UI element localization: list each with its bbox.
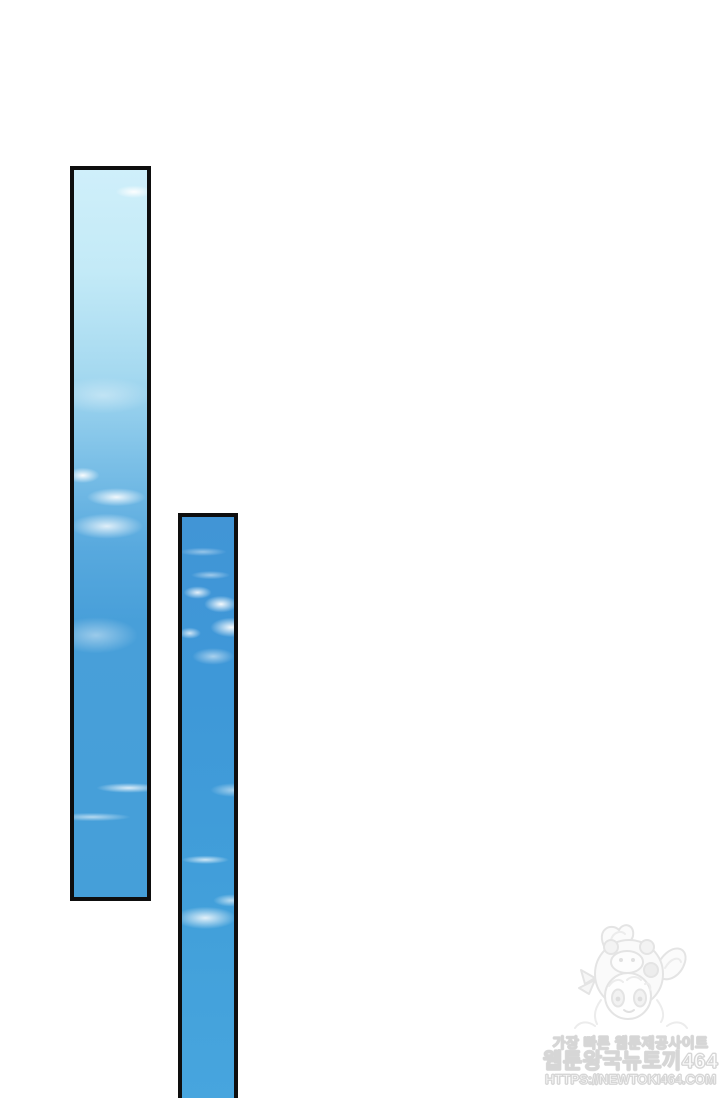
- watermark-site-name: 웹툰왕국뉴토끼464: [542, 1049, 719, 1073]
- sky-artwork-tall: [74, 170, 147, 897]
- sky-artwork-lower: [182, 517, 234, 1098]
- watermark-tagline: 가장 빠른 웹툰제공사이트: [552, 1034, 709, 1051]
- comic-panel-sky-lower: [178, 513, 238, 1098]
- site-watermark: 가장 빠른 웹툰제공사이트 웹툰왕국뉴토끼464 HTTPS://NEWTOKI…: [542, 922, 719, 1088]
- mascot-chibi-girl-icon: [573, 923, 688, 1029]
- watermark-url: HTTPS://NEWTOKI464.COM: [544, 1072, 716, 1088]
- comic-panel-sky-tall: [70, 166, 151, 901]
